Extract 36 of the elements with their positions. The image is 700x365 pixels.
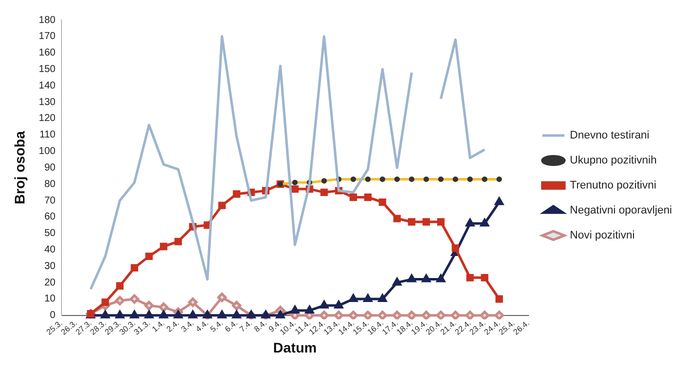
legend-label: Trenutno pozitivni xyxy=(570,180,656,192)
y-tick-label: 60 xyxy=(44,212,56,223)
y-tick-label: 0 xyxy=(50,310,56,322)
y-tick-label: 50 xyxy=(44,228,56,240)
y-tick-label: 70 xyxy=(44,195,56,206)
x-tick-label: 1.4. xyxy=(150,318,166,334)
y-tick-label: 150 xyxy=(38,64,56,75)
x-tick-label: 5.4. xyxy=(208,318,225,334)
y-tick-label: 130 xyxy=(38,96,56,108)
x-tick-label: 7.4. xyxy=(238,318,254,334)
legend-label: Novi pozitivni xyxy=(570,230,635,242)
x-tick-label: 8.4. xyxy=(252,318,268,334)
y-tick-label: 140 xyxy=(38,80,56,92)
x-tick-label: 31.3. xyxy=(132,318,152,337)
y-tick-label: 10 xyxy=(44,294,56,305)
y-tick-label: 20 xyxy=(44,277,56,288)
y-tick-label: 180 xyxy=(38,14,56,26)
x-tick-label: 6.4. xyxy=(223,318,240,334)
y-tick-label: 30 xyxy=(44,260,56,272)
x-axis-title: Datum xyxy=(273,339,317,356)
y-axis-title: Broj osoba xyxy=(11,130,28,204)
x-tick-label: 4.4. xyxy=(194,318,210,334)
y-tick-label: 110 xyxy=(40,130,56,141)
legend-label: Dnevno testirani xyxy=(570,130,650,142)
y-tick-label: 90 xyxy=(44,162,56,174)
x-tick-label: 26.4. xyxy=(512,318,532,337)
y-tick-label: 170 xyxy=(38,31,56,42)
y-tick-label: 160 xyxy=(38,48,56,59)
y-tick-label: 120 xyxy=(38,113,56,124)
y-tick-label: 40 xyxy=(44,244,56,256)
x-tick-label: 3.4. xyxy=(179,318,196,334)
y-tick-label: 80 xyxy=(44,178,56,190)
y-tick-label: 100 xyxy=(38,146,56,158)
x-tick-label: 2.4. xyxy=(164,318,181,334)
legend-label: Negativni oporavljeni xyxy=(570,204,672,217)
legend-label: Ukupno pozitivnih xyxy=(570,154,657,167)
